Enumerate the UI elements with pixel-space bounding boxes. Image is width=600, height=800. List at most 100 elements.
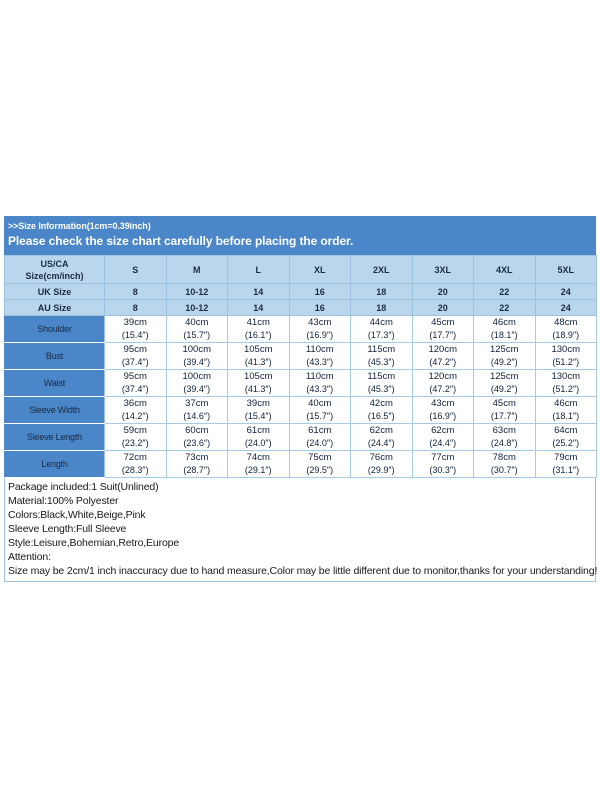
measurement-inch: (28.7″) xyxy=(183,465,211,475)
measurement-cell: 37cm (14.6″) xyxy=(165,396,228,424)
measurement-inch: (37.4″) xyxy=(121,384,149,394)
size-chart-block: >>Size Information(1cm=0.39inch) Please … xyxy=(4,216,598,582)
measurement-cell: 36cm (14.2″) xyxy=(104,396,167,424)
measurement-cm: 110cm xyxy=(305,344,334,355)
product-notes: Package included:1 Suit(Unlined) Material… xyxy=(4,478,598,582)
measurement-cell: 46cm (18.1″) xyxy=(473,315,536,343)
measurement-cell: 39cm (15.4″) xyxy=(104,315,167,343)
header-size-2xl: 2XL xyxy=(350,255,413,284)
header-size-4xl: 4XL xyxy=(473,255,536,284)
measurement-label: Length xyxy=(4,450,105,478)
measurement-inch: (29.9″) xyxy=(367,465,395,475)
note-line: Sleeve Length:Full Sleeve xyxy=(8,523,127,535)
measurement-cm: 100cm xyxy=(182,371,211,382)
measurement-cell: 76cm (29.9″) xyxy=(350,450,413,478)
measurement-cell: 120cm (47.2″) xyxy=(411,369,474,397)
measurement-inch: (49.2″) xyxy=(490,384,518,394)
measurement-cell: 110cm (43.3″) xyxy=(288,369,351,397)
header-size-3xl: 3XL xyxy=(411,255,474,284)
measurement-cell: 61cm (24.0″) xyxy=(288,423,351,451)
measurement-cell: 130cm (51.2″) xyxy=(534,342,597,370)
measurement-cell: 72cm (28.3″) xyxy=(104,450,167,478)
measurement-cell: 61cm (24.0″) xyxy=(227,423,290,451)
note-line: Size may be 2cm/1 inch inaccuracy due to… xyxy=(8,565,598,577)
measurement-inch: (37.4″) xyxy=(121,357,149,367)
measurement-cm: 125cm xyxy=(489,371,519,382)
measurement-cm: 77cm xyxy=(431,452,455,463)
header-row-value: 24 xyxy=(534,299,597,316)
measurement-cell: 40cm (15.7″) xyxy=(288,396,351,424)
measurement-cell: 105cm (41.3″) xyxy=(227,369,290,397)
measurement-cm: 72cm xyxy=(123,452,147,463)
measurement-inch: (16.1″) xyxy=(244,330,272,340)
measurement-cell: 125cm (49.2″) xyxy=(473,369,536,397)
measurement-inch: (30.3″) xyxy=(429,465,457,475)
measurement-cm: 105cm xyxy=(243,371,273,382)
measurement-inch: (43.3″) xyxy=(306,384,334,394)
corner-label-line2: Size(cm/inch) xyxy=(25,270,84,281)
header-row-value: 14 xyxy=(227,283,290,300)
measurement-cm: 125cm xyxy=(489,344,519,355)
measurement-inch: (17.7″) xyxy=(429,330,457,340)
table-row: Bust 95cm (37.4″) 100cm (39.4″) 105cm (41.3″) 1… xyxy=(4,342,597,370)
measurement-cm: 130cm xyxy=(551,344,580,355)
measurement-cell: 64cm (25.2″) xyxy=(534,423,597,451)
header-row-value: 8 xyxy=(104,283,167,300)
measurement-inch: (45.3″) xyxy=(367,384,395,394)
measurement-inch: (24.4″) xyxy=(429,438,457,448)
header-row-value: 22 xyxy=(473,283,536,300)
measurement-inch: (39.4″) xyxy=(183,357,211,367)
table-row: Waist 95cm (37.4″) 100cm (39.4″) 105cm (41.3″)… xyxy=(4,369,597,397)
measurement-inch: (18.9″) xyxy=(552,330,580,340)
measurement-cm: 61cm xyxy=(246,425,270,436)
note-line: Style:Leisure,Bohemian,Retro,Europe xyxy=(8,537,180,549)
measurement-cm: 62cm xyxy=(431,425,455,436)
header-size-s: S xyxy=(104,255,167,284)
measurement-cell: 110cm (43.3″) xyxy=(288,342,351,370)
measurement-cm: 120cm xyxy=(428,344,457,355)
header-row-value: 22 xyxy=(473,299,536,316)
size-chart-table: US/CA Size(cm/inch) S M L XL 2XL 3XL 4XL 5XL UK Si… xyxy=(4,255,597,478)
measurement-inch: (49.2″) xyxy=(490,357,518,367)
measurement-label: Sleeve Width xyxy=(4,396,105,424)
measurement-cell: 44cm (17.3″) xyxy=(350,315,413,343)
size-information-banner: >>Size Information(1cm=0.39inch) Please … xyxy=(4,216,596,255)
measurement-cell: 59cm (23.2″) xyxy=(104,423,167,451)
header-row-value: 10-12 xyxy=(165,283,228,300)
measurement-cm: 45cm xyxy=(431,317,455,328)
measurement-inch: (18.1″) xyxy=(490,330,518,340)
measurement-cell: 78cm (30.7″) xyxy=(473,450,536,478)
measurement-cm: 39cm xyxy=(123,317,147,328)
measurement-cell: 45cm (17.7″) xyxy=(473,396,536,424)
measurement-cm: 110cm xyxy=(305,371,334,382)
header-row-value: 8 xyxy=(104,299,167,316)
measurement-inch: (51.2″) xyxy=(552,357,580,367)
measurement-cm: 76cm xyxy=(369,452,393,463)
measurement-cell: 115cm (45.3″) xyxy=(350,369,413,397)
measurement-inch: (16.9″) xyxy=(306,330,334,340)
measurement-inch: (14.2″) xyxy=(121,411,149,421)
measurement-cm: 61cm xyxy=(308,425,332,436)
measurement-cm: 48cm xyxy=(554,317,578,328)
measurement-inch: (24.0″) xyxy=(306,438,334,448)
measurement-inch: (29.5″) xyxy=(306,465,334,475)
measurement-inch: (45.3″) xyxy=(367,357,395,367)
measurement-inch: (41.3″) xyxy=(244,357,272,367)
measurement-cell: 95cm (37.4″) xyxy=(104,369,167,397)
measurement-inch: (24.4″) xyxy=(367,438,395,448)
header-row-label: UK Size xyxy=(4,283,105,300)
measurement-cm: 60cm xyxy=(185,425,209,436)
measurement-cm: 105cm xyxy=(243,344,273,355)
measurement-cm: 43cm xyxy=(431,398,455,409)
header-row-value: 20 xyxy=(411,299,474,316)
measurement-inch: (30.7″) xyxy=(490,465,518,475)
header-row-value: 18 xyxy=(350,299,413,316)
measurement-inch: (18.1″) xyxy=(552,411,580,421)
measurement-cell: 77cm (30.3″) xyxy=(411,450,474,478)
measurement-cm: 36cm xyxy=(123,398,147,409)
measurement-inch: (43.3″) xyxy=(306,357,334,367)
measurement-cell: 120cm (47.2″) xyxy=(411,342,474,370)
table-row: Shoulder 39cm (15.4″) 40cm (15.7″) 41cm (16.1″… xyxy=(4,315,597,343)
table-row: Length 72cm (28.3″) 73cm (28.7″) 74cm (29.1″) 7… xyxy=(4,450,597,478)
measurement-cell: 125cm (49.2″) xyxy=(473,342,536,370)
